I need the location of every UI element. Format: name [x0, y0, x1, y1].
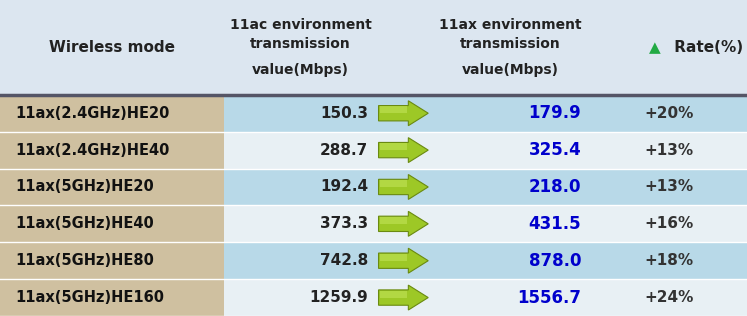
- Text: 742.8: 742.8: [320, 253, 368, 268]
- Polygon shape: [380, 180, 407, 187]
- Bar: [0, 279, 224, 316]
- Bar: [377, 168, 430, 205]
- Bar: [377, 242, 430, 279]
- Polygon shape: [379, 101, 428, 126]
- Bar: [430, 242, 590, 279]
- Polygon shape: [379, 174, 428, 199]
- Polygon shape: [379, 138, 428, 162]
- Text: transmission: transmission: [459, 37, 560, 51]
- Bar: [224, 132, 377, 168]
- Text: +18%: +18%: [644, 253, 693, 268]
- Text: 11ax(5GHz)HE40: 11ax(5GHz)HE40: [15, 216, 154, 231]
- Bar: [0, 242, 224, 279]
- Text: value(Mbps): value(Mbps): [252, 63, 349, 76]
- Text: 11ac environment: 11ac environment: [230, 18, 371, 32]
- Text: 878.0: 878.0: [529, 252, 581, 270]
- Bar: [590, 205, 747, 242]
- Bar: [377, 279, 430, 316]
- Bar: [590, 132, 747, 168]
- Bar: [430, 95, 590, 132]
- Bar: [0, 168, 224, 205]
- Bar: [377, 95, 430, 132]
- Bar: [224, 242, 377, 279]
- Bar: [224, 95, 377, 132]
- Bar: [430, 205, 590, 242]
- Text: +24%: +24%: [644, 290, 693, 305]
- Text: 431.5: 431.5: [529, 215, 581, 233]
- Text: +13%: +13%: [644, 179, 693, 194]
- Text: 11ax(5GHz)HE160: 11ax(5GHz)HE160: [15, 290, 164, 305]
- Polygon shape: [379, 211, 428, 236]
- Text: 11ax(2.4GHz)HE40: 11ax(2.4GHz)HE40: [15, 143, 170, 158]
- Bar: [224, 168, 377, 205]
- Text: 192.4: 192.4: [320, 179, 368, 194]
- Polygon shape: [379, 285, 428, 310]
- Text: 179.9: 179.9: [528, 104, 581, 122]
- Text: transmission: transmission: [250, 37, 351, 51]
- Polygon shape: [380, 217, 407, 224]
- Text: +16%: +16%: [644, 216, 693, 231]
- Bar: [0, 132, 224, 168]
- Polygon shape: [379, 248, 428, 273]
- Text: Rate(%): Rate(%): [669, 40, 743, 55]
- Polygon shape: [380, 290, 407, 298]
- Polygon shape: [380, 254, 407, 261]
- Text: 11ax(5GHz)HE20: 11ax(5GHz)HE20: [15, 179, 154, 194]
- Bar: [430, 168, 590, 205]
- Text: Wireless mode: Wireless mode: [49, 40, 175, 55]
- Bar: [590, 168, 747, 205]
- Polygon shape: [380, 143, 407, 150]
- Text: ▲: ▲: [649, 40, 661, 55]
- Text: 11ax(5GHz)HE80: 11ax(5GHz)HE80: [15, 253, 154, 268]
- Text: 325.4: 325.4: [528, 141, 581, 159]
- Bar: [0, 0, 747, 95]
- Text: 288.7: 288.7: [320, 143, 368, 158]
- Bar: [430, 279, 590, 316]
- Bar: [590, 95, 747, 132]
- Text: 218.0: 218.0: [529, 178, 581, 196]
- Bar: [430, 132, 590, 168]
- Bar: [0, 95, 224, 132]
- Bar: [377, 205, 430, 242]
- Bar: [377, 132, 430, 168]
- Text: +13%: +13%: [644, 143, 693, 158]
- Text: 11ax environment: 11ax environment: [438, 18, 581, 32]
- Polygon shape: [380, 106, 407, 113]
- Text: 11ax(2.4GHz)HE20: 11ax(2.4GHz)HE20: [15, 106, 170, 121]
- Bar: [0, 205, 224, 242]
- Text: 1259.9: 1259.9: [309, 290, 368, 305]
- Text: 373.3: 373.3: [320, 216, 368, 231]
- Text: 150.3: 150.3: [320, 106, 368, 121]
- Text: value(Mbps): value(Mbps): [462, 63, 558, 76]
- Bar: [224, 205, 377, 242]
- Bar: [224, 279, 377, 316]
- Bar: [590, 242, 747, 279]
- Text: 1556.7: 1556.7: [517, 289, 581, 307]
- Bar: [590, 279, 747, 316]
- Text: +20%: +20%: [644, 106, 693, 121]
